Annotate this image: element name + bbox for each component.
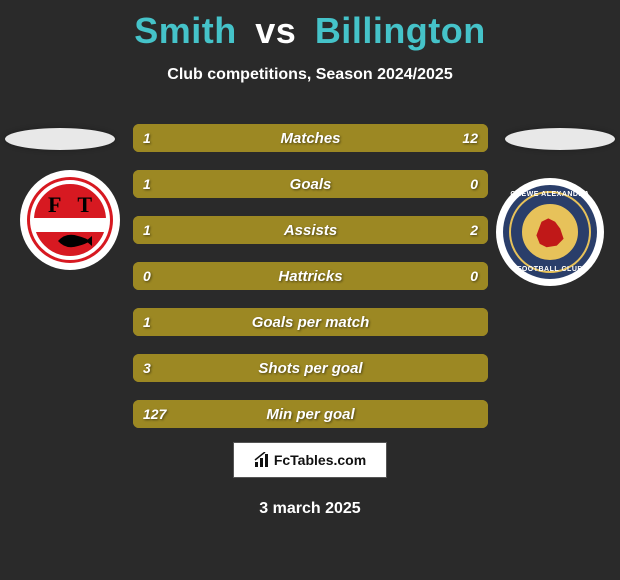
stat-row: 127Min per goal: [133, 400, 488, 428]
crest-letter-f: F: [48, 192, 61, 218]
bar-left-fill: [133, 170, 399, 198]
stat-row: 1Goals per match: [133, 308, 488, 336]
stat-row: 00Hattricks: [133, 262, 488, 290]
stat-row: 3Shots per goal: [133, 354, 488, 382]
stats-bars: 112Matches 10Goals 12Assists 00Hattricks 1Go…: [133, 124, 488, 446]
bar-right-fill: [251, 216, 488, 244]
bar-left-fill: [133, 262, 311, 290]
crest-band: [34, 218, 106, 232]
bar-right-fill: [160, 124, 488, 152]
club-right-badge: CREWE ALEXANDRA FOOTBALL CLUB: [496, 178, 604, 286]
crewe-crest-icon: CREWE ALEXANDRA FOOTBALL CLUB: [503, 185, 597, 279]
crest-lion-icon: [533, 215, 567, 249]
player1-name: Smith: [134, 10, 237, 51]
bar-right-fill: [311, 262, 489, 290]
date-text: 3 march 2025: [0, 500, 620, 518]
subtitle: Club competitions, Season 2024/2025: [0, 66, 620, 84]
page-title: Smith vs Billington: [0, 0, 620, 52]
bar-left-fill: [133, 354, 488, 382]
fleetwood-crest-icon: F T: [30, 180, 110, 260]
crest-fish-icon: [56, 232, 92, 250]
watermark: FcTables.com: [233, 442, 387, 478]
crest-inner: [519, 201, 581, 263]
player1-shadow: [5, 128, 115, 150]
stat-row: 12Assists: [133, 216, 488, 244]
bar-left-fill: [133, 308, 488, 336]
crest-text-bottom: FOOTBALL CLUB: [503, 266, 597, 273]
bar-left-fill: [133, 124, 160, 152]
bar-left-fill: [133, 216, 251, 244]
bar-left-fill: [133, 400, 488, 428]
player2-shadow: [505, 128, 615, 150]
stat-row: 112Matches: [133, 124, 488, 152]
chart-icon: [254, 452, 270, 468]
player2-name: Billington: [315, 10, 486, 51]
crest-text-top: CREWE ALEXANDRA: [503, 191, 597, 198]
watermark-text: FcTables.com: [274, 452, 366, 468]
crest-letter-t: T: [77, 192, 92, 218]
stat-row: 10Goals: [133, 170, 488, 198]
bar-right-fill: [399, 170, 488, 198]
vs-text: vs: [255, 10, 296, 51]
club-left-badge: F T: [20, 170, 120, 270]
